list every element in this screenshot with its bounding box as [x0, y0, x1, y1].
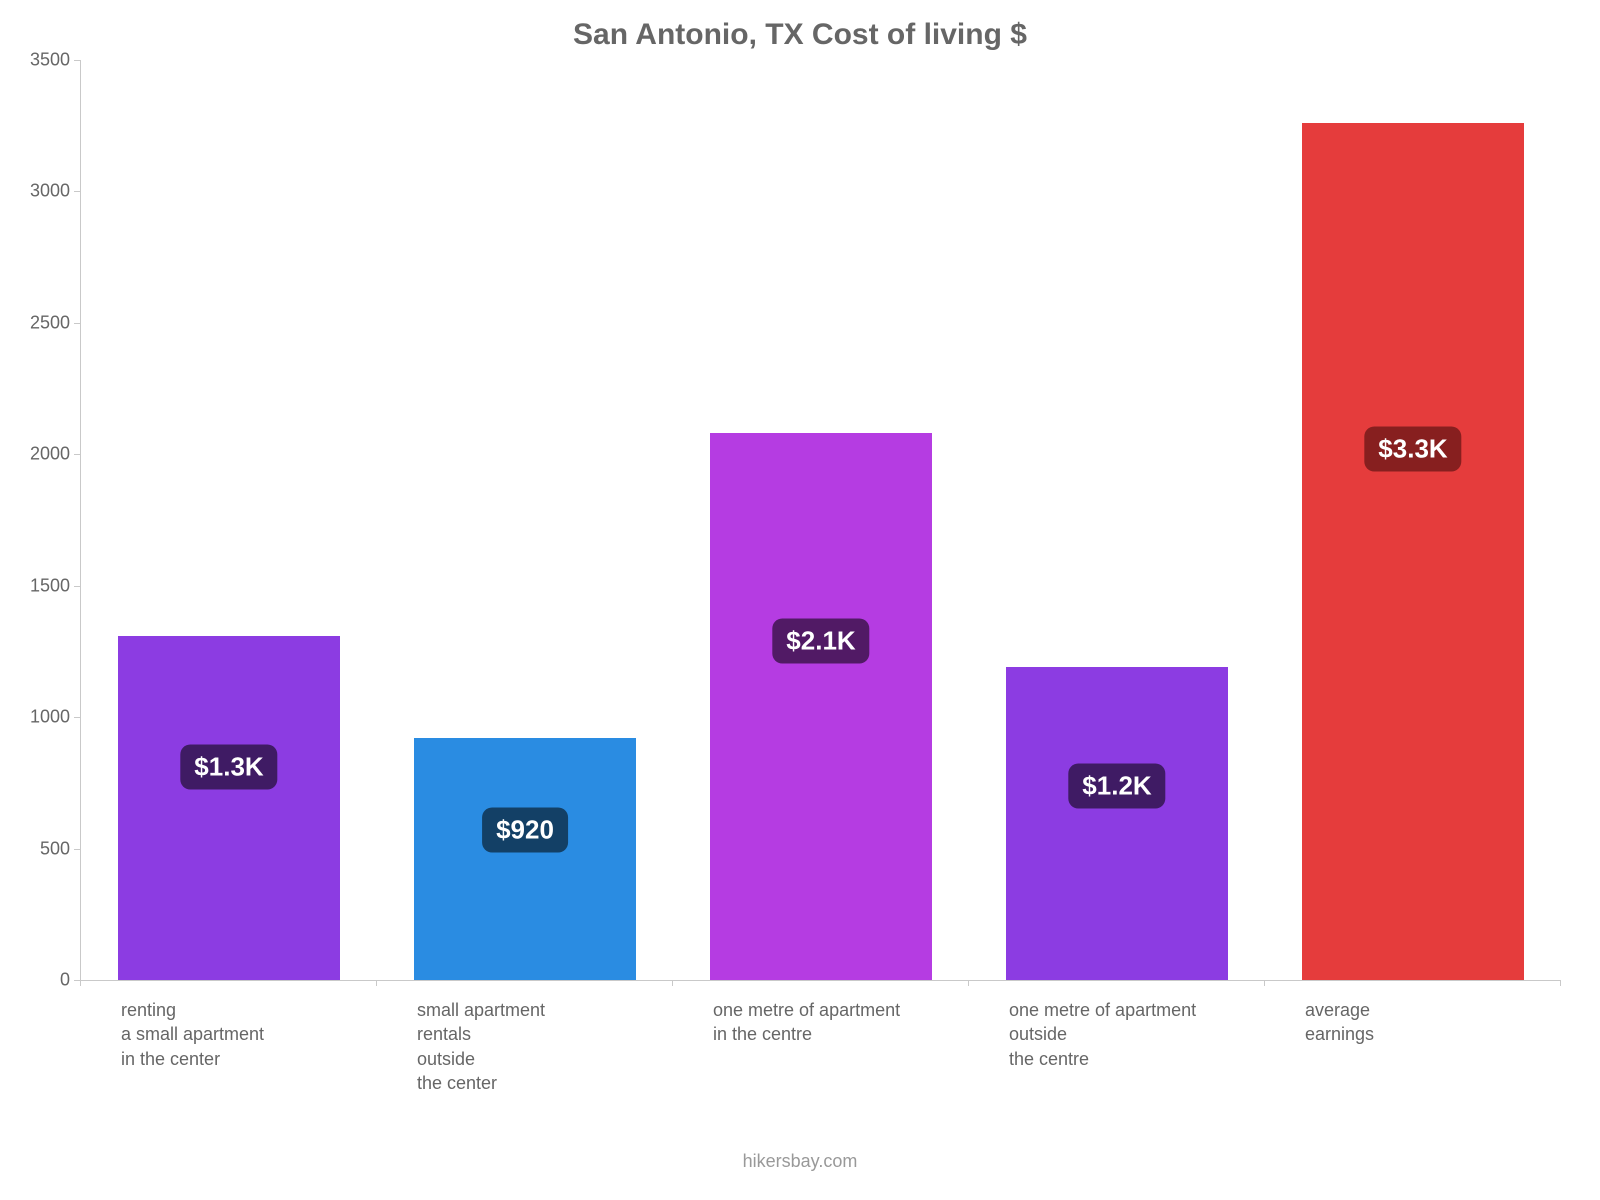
y-tick-label: 3500 — [10, 50, 70, 71]
x-tick-mark — [376, 980, 377, 986]
y-tick-mark — [74, 586, 80, 587]
y-tick-label: 1000 — [10, 707, 70, 728]
x-axis-label: average earnings — [1305, 998, 1374, 1047]
y-tick-label: 0 — [10, 970, 70, 991]
bar — [1302, 123, 1524, 980]
x-axis-label: small apartment rentals outside the cent… — [417, 998, 545, 1095]
x-tick-mark — [1560, 980, 1561, 986]
x-tick-mark — [672, 980, 673, 986]
chart-footer: hikersbay.com — [0, 1151, 1600, 1172]
x-tick-mark — [1264, 980, 1265, 986]
y-tick-mark — [74, 454, 80, 455]
y-tick-mark — [74, 191, 80, 192]
y-tick-mark — [74, 60, 80, 61]
y-tick-mark — [74, 717, 80, 718]
y-tick-label: 1500 — [10, 575, 70, 596]
y-tick-label: 2500 — [10, 312, 70, 333]
bar — [1006, 667, 1228, 980]
bar-value-label: $1.2K — [1068, 764, 1165, 809]
y-tick-mark — [74, 849, 80, 850]
x-axis-label: renting a small apartment in the center — [121, 998, 264, 1071]
bar — [414, 738, 636, 980]
y-tick-label: 2000 — [10, 444, 70, 465]
bar-value-label: $1.3K — [180, 744, 277, 789]
x-tick-mark — [968, 980, 969, 986]
x-axis-label: one metre of apartment outside the centr… — [1009, 998, 1196, 1071]
x-axis-label: one metre of apartment in the centre — [713, 998, 900, 1047]
bar-value-label: $920 — [482, 808, 568, 853]
bar-value-label: $2.1K — [772, 619, 869, 664]
y-tick-label: 3000 — [10, 181, 70, 202]
chart-title: San Antonio, TX Cost of living $ — [0, 18, 1600, 52]
bar — [118, 636, 340, 980]
x-tick-mark — [80, 980, 81, 986]
bar-value-label: $3.3K — [1364, 426, 1461, 471]
bar — [710, 433, 932, 980]
y-tick-label: 500 — [10, 838, 70, 859]
plot-area: $1.3K $920 $2.1K $1.2K $3.3K — [80, 60, 1561, 981]
y-tick-mark — [74, 323, 80, 324]
chart-container: San Antonio, TX Cost of living $ $1.3K $9… — [0, 0, 1600, 1200]
